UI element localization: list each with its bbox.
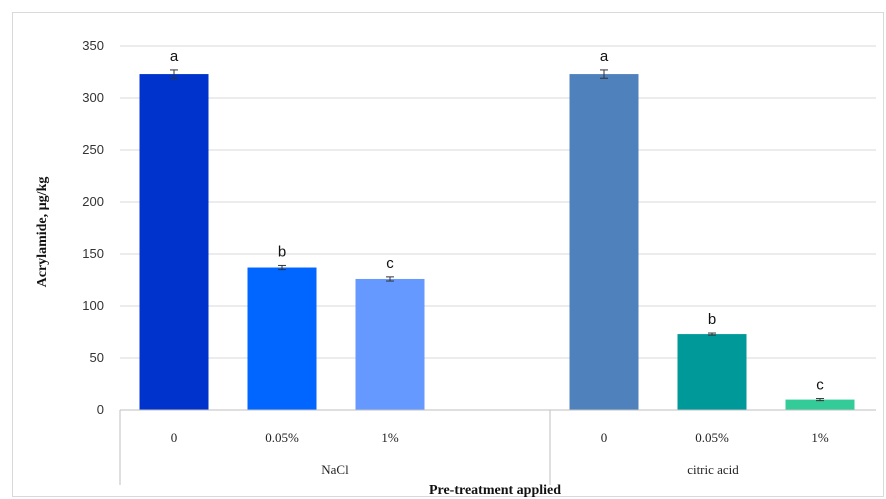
y-tick-label: 300 <box>82 90 104 105</box>
bar <box>139 74 209 410</box>
y-tick-label: 350 <box>82 38 104 53</box>
y-tick-label: 150 <box>82 246 104 261</box>
bar <box>677 334 747 410</box>
y-tick-label: 50 <box>90 350 104 365</box>
x-axis: 0 0.05% 1% NaCl 0 0.05% 1% citric acid <box>119 409 876 485</box>
significance-label: c <box>386 255 394 272</box>
y-axis-title: Acrylamide, µg/kg <box>35 177 50 288</box>
y-tick-label: 200 <box>82 194 104 209</box>
x-category-label: 0 <box>601 430 608 445</box>
x-category-label: 0.05% <box>695 430 729 445</box>
x-category-label: 0 <box>171 430 178 445</box>
bar <box>355 278 425 410</box>
y-tick-label: 0 <box>97 402 104 417</box>
bar <box>247 267 317 410</box>
bar <box>785 399 855 410</box>
significance-label: a <box>600 48 609 65</box>
x-category-label: 1% <box>811 430 829 445</box>
bar <box>569 74 639 410</box>
significance-label: a <box>170 48 179 65</box>
grid-lines <box>120 45 876 359</box>
bars: a b c a b c <box>139 48 855 410</box>
significance-label: b <box>708 311 716 328</box>
y-tick-label: 100 <box>82 298 104 313</box>
x-category-label: 0.05% <box>265 430 299 445</box>
y-tick-labels: 0 50 100 150 200 250 300 350 <box>82 38 104 417</box>
x-group-label: citric acid <box>687 462 739 477</box>
significance-label: c <box>816 377 824 394</box>
significance-label: b <box>278 243 286 260</box>
x-category-label: 1% <box>381 430 399 445</box>
y-tick-label: 250 <box>82 142 104 157</box>
x-axis-title: Pre-treatment applied <box>429 483 561 498</box>
x-group-label: NaCl <box>321 462 349 477</box>
